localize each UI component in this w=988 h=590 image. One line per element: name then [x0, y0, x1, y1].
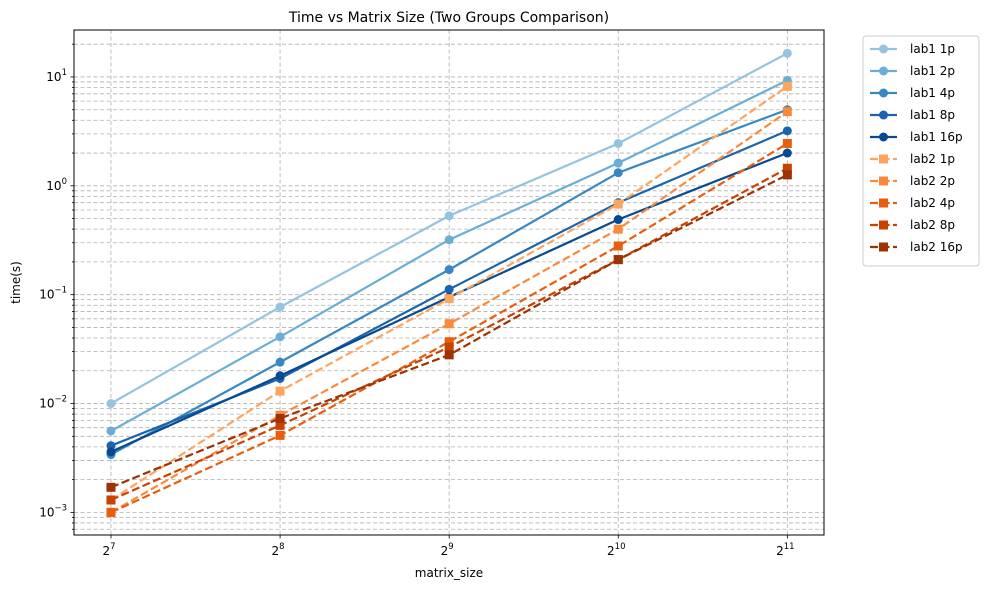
legend-label: lab1 1p [910, 42, 955, 56]
y-tick-label: 10−2 [39, 395, 67, 411]
data-point [782, 107, 792, 117]
data-point [782, 163, 792, 173]
data-point [444, 294, 454, 304]
data-point [275, 332, 285, 342]
legend-item: lab1 4p [870, 86, 955, 100]
x-tick-label: 29 [441, 542, 454, 558]
data-point [275, 357, 285, 367]
data-point [613, 255, 623, 265]
legend-marker [879, 44, 888, 54]
data-point [106, 399, 116, 409]
data-point [275, 420, 285, 430]
data-point [275, 430, 285, 440]
data-point [782, 170, 792, 180]
legend: lab1 1p lab1 2p lab1 4p lab1 8p lab1 16p lab2… [862, 35, 980, 267]
legend-label: lab2 4p [910, 196, 955, 210]
data-point [444, 342, 454, 352]
data-point [106, 507, 116, 517]
legend-item: lab1 8p [870, 108, 955, 122]
legend-marker [879, 88, 888, 98]
y-tick-label: 10−3 [39, 503, 67, 519]
data-point [444, 211, 454, 221]
x-tick-label: 211 [776, 542, 794, 558]
legend-item: lab1 16p [870, 130, 963, 144]
data-point [275, 371, 285, 381]
series-lab2-16p [106, 170, 792, 492]
legend-item: lab2 4p [870, 196, 955, 210]
legend-marker [879, 154, 888, 164]
x-tick-label: 27 [102, 542, 115, 558]
legend-label: lab1 8p [910, 108, 955, 122]
legend-marker [879, 198, 888, 208]
data-point [613, 224, 623, 234]
data-point [106, 441, 116, 451]
x-tick-label: 210 [607, 542, 625, 558]
legend-label: lab1 2p [910, 64, 955, 78]
data-point [613, 199, 623, 209]
data-point [613, 138, 623, 148]
data-point [613, 158, 623, 168]
data-point [444, 284, 454, 294]
legend-item: lab1 2p [870, 64, 955, 78]
data-point [782, 48, 792, 58]
data-point [106, 426, 116, 436]
legend-item: lab2 2p [870, 174, 955, 188]
data-point [444, 337, 454, 347]
data-point [106, 447, 116, 457]
data-point [613, 241, 623, 251]
x-tick-label: 28 [272, 542, 285, 558]
chart-title: Time vs Matrix Size (Two Groups Comparis… [288, 10, 609, 26]
legend-label: lab1 4p [910, 86, 955, 100]
data-point [782, 126, 792, 136]
legend-item: lab2 16p [870, 240, 963, 254]
data-point [275, 302, 285, 312]
series-lab2-4p [106, 138, 792, 517]
data-point [613, 168, 623, 178]
y-tick-label: 10−1 [39, 286, 67, 302]
series-line [110, 142, 788, 514]
data-point [444, 235, 454, 245]
grid [74, 30, 824, 535]
legend-label: lab2 8p [910, 218, 955, 232]
data-point [782, 138, 792, 148]
data-point [275, 386, 285, 396]
y-tick-label: 101 [46, 68, 67, 84]
legend-item: lab2 8p [870, 218, 955, 232]
legend-label: lab2 1p [910, 152, 955, 166]
legend-label: lab2 2p [910, 174, 955, 188]
series-group [106, 48, 792, 517]
data-point [444, 319, 454, 329]
legend-marker [879, 110, 888, 120]
axis-ticks: 10−3 10−2 10−1 100 101 27 28 29 210 211 [39, 43, 795, 558]
legend-marker [879, 176, 888, 186]
y-axis-label: time(s) [9, 261, 23, 304]
legend-label: lab2 16p [910, 240, 963, 254]
data-point [782, 148, 792, 158]
legend-item: lab2 1p [870, 152, 955, 166]
data-point [613, 215, 623, 225]
data-point [106, 482, 116, 492]
x-axis-label: matrix_size [415, 566, 483, 580]
y-tick-label: 100 [46, 177, 67, 193]
legend-item: lab1 1p [870, 42, 955, 56]
legend-marker [879, 220, 888, 230]
legend-label: lab1 16p [910, 130, 963, 144]
legend-marker [879, 132, 888, 142]
data-point [782, 81, 792, 91]
series-lab1-2p [106, 75, 792, 436]
legend-marker [879, 66, 888, 76]
data-point [444, 265, 454, 275]
series-lab1-1p [106, 48, 792, 409]
data-point [106, 495, 116, 505]
data-point [275, 413, 285, 423]
data-point [444, 350, 454, 360]
legend-marker [879, 242, 888, 252]
